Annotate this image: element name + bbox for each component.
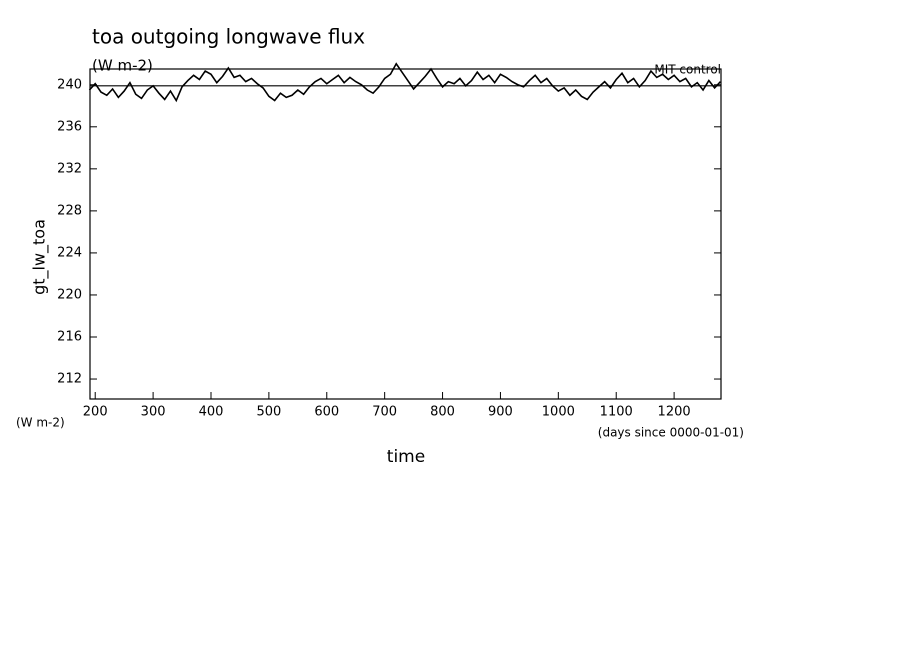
y-tick-label: 216	[57, 329, 82, 344]
y-axis-label: gt_lw_toa	[30, 219, 50, 295]
y-units: (W m-2)	[16, 416, 65, 430]
x-tick-label: 1000	[542, 405, 575, 420]
chart-title: toa outgoing longwave flux	[92, 25, 365, 49]
x-tick-label: 700	[372, 405, 397, 420]
y-tick-label: 224	[57, 245, 82, 260]
chart-subtitle: (W m-2)	[92, 57, 153, 75]
x-tick-label: 200	[83, 405, 108, 420]
x-tick-label: 1100	[600, 405, 633, 420]
x-units: (days since 0000-01-01)	[598, 426, 744, 440]
y-tick-label: 212	[57, 372, 82, 387]
x-tick-label: 1200	[658, 405, 691, 420]
x-tick-label: 800	[430, 405, 455, 420]
y-tick-label: 228	[57, 203, 82, 218]
plot-frame	[89, 68, 722, 400]
y-tick-label: 220	[57, 287, 82, 302]
x-axis-label: time	[387, 447, 425, 467]
y-tick-label: 236	[57, 119, 82, 134]
x-tick-label: 900	[488, 405, 513, 420]
y-tick-label: 232	[57, 161, 82, 176]
data-line	[88, 62, 722, 103]
x-tick-label: 300	[141, 405, 166, 420]
x-tick-label: 600	[314, 405, 339, 420]
y-tick-label: 240	[57, 77, 82, 92]
x-tick-label: 400	[199, 405, 224, 420]
x-tick-label: 500	[256, 405, 281, 420]
